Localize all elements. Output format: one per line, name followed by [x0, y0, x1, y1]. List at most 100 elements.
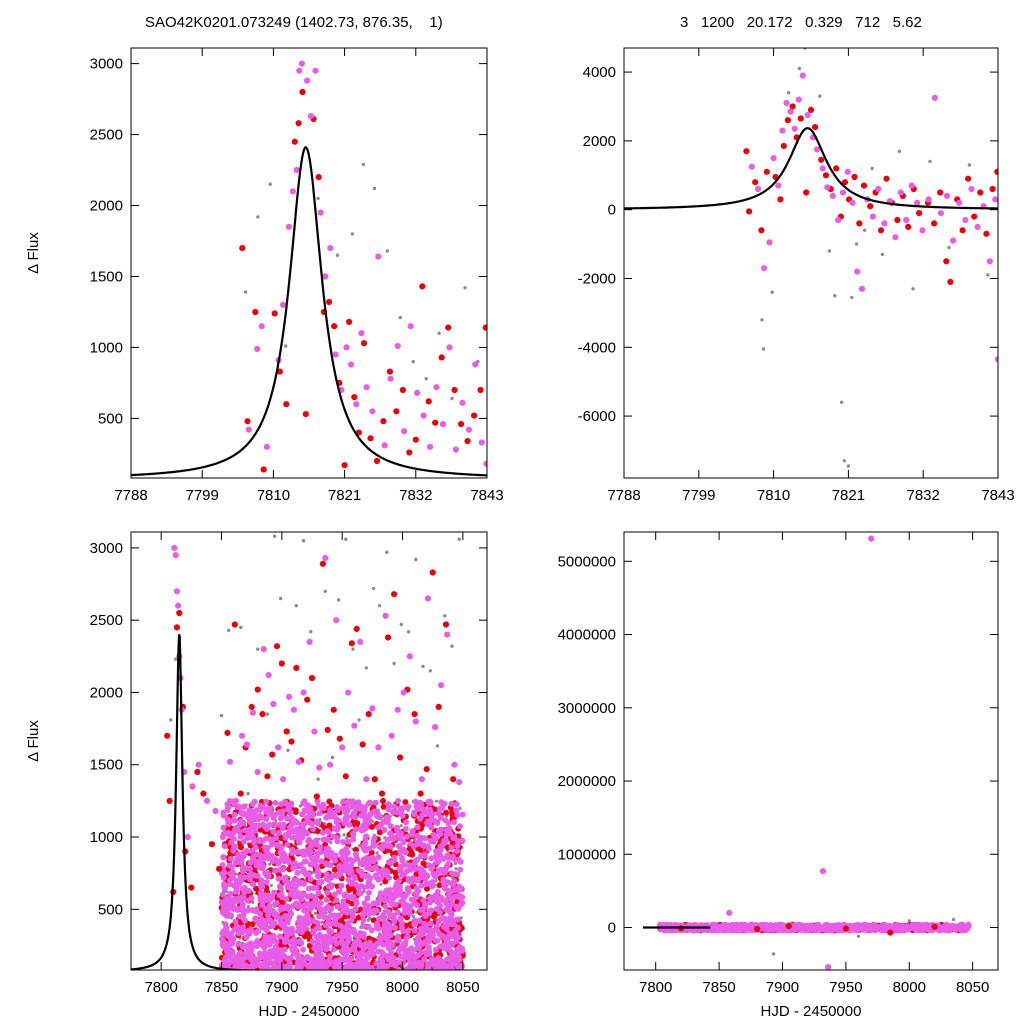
data-point-magenta: [454, 842, 461, 849]
data-point-magenta: [286, 906, 293, 913]
figure-header-right: 3 1200 20.172 0.329 712 5.62: [680, 14, 922, 31]
data-point-magenta: [425, 944, 432, 951]
data-point-magenta: [276, 883, 283, 890]
data-point-magenta: [262, 892, 269, 899]
data-point-magenta: [353, 854, 360, 861]
data-point-magenta: [366, 799, 373, 806]
data-point-magenta: [892, 234, 899, 241]
data-point-gray: [265, 712, 270, 716]
y-tick-label: 2000000: [558, 773, 616, 790]
data-point-magenta: [437, 831, 444, 837]
data-point-magenta: [986, 258, 993, 265]
data-point-magenta: [433, 896, 440, 903]
data-point-magenta: [368, 927, 375, 934]
data-point-magenta: [228, 864, 235, 871]
data-point-magenta: [331, 891, 338, 898]
data-point-magenta: [962, 216, 969, 224]
data-point-magenta: [237, 878, 244, 885]
data-point-magenta: [375, 253, 382, 260]
data-point-magenta: [387, 887, 393, 893]
data-point-magenta: [274, 955, 281, 962]
data-point-red: [259, 711, 266, 718]
data-point-gray: [323, 589, 327, 593]
data-point-red: [319, 560, 326, 567]
data-point-magenta: [240, 838, 247, 845]
data-point-magenta: [235, 930, 242, 937]
data-point-red: [254, 686, 261, 693]
data-point-magenta: [337, 956, 344, 963]
data-point-magenta: [333, 912, 339, 919]
data-point-magenta: [268, 960, 275, 966]
data-point-magenta: [387, 375, 394, 382]
data-point-magenta: [375, 854, 382, 861]
data-point-magenta: [445, 892, 452, 899]
data-point-magenta: [402, 940, 409, 947]
data-point-magenta: [375, 744, 382, 751]
data-point-magenta: [248, 871, 255, 877]
data-point-gray: [385, 550, 389, 554]
data-point-red: [365, 711, 372, 718]
data-point-magenta: [428, 824, 435, 831]
data-point-magenta: [472, 361, 479, 368]
data-point-magenta: [249, 709, 256, 716]
data-point-magenta: [420, 412, 427, 419]
data-point-red: [293, 664, 300, 672]
data-point-magenta: [408, 963, 415, 970]
data-point-magenta: [264, 962, 271, 969]
data-point-magenta: [444, 966, 451, 970]
y-tick-label: 5000000: [558, 553, 616, 570]
y-tick-label: 2000: [90, 198, 123, 215]
data-point-magenta: [317, 933, 324, 940]
data-point-magenta: [305, 802, 312, 809]
data-point-magenta: [407, 862, 413, 869]
data-point-red: [237, 790, 244, 797]
data-point-magenta: [238, 809, 245, 816]
data-point-magenta: [371, 835, 378, 842]
x-tick-label: 7900: [265, 979, 298, 996]
data-point-magenta: [265, 912, 272, 919]
data-point-magenta: [437, 866, 444, 873]
data-point-magenta: [948, 925, 955, 932]
data-point-red: [887, 929, 894, 936]
x-tick-label: 7843: [470, 487, 503, 504]
y-axis-label: Δ Flux: [25, 232, 42, 274]
data-point-magenta: [222, 884, 229, 891]
data-point-magenta: [350, 962, 357, 969]
data-point-gray: [371, 586, 376, 591]
data-point-magenta: [433, 848, 439, 855]
data-point-red: [330, 706, 337, 713]
data-point-magenta: [341, 820, 348, 827]
data-point-red: [224, 729, 231, 737]
data-point-magenta: [408, 954, 415, 961]
data-point-magenta: [256, 950, 263, 957]
data-point-magenta: [304, 77, 311, 84]
data-point-red: [989, 185, 996, 193]
data-point-magenta: [342, 851, 349, 857]
data-point-magenta: [711, 926, 718, 933]
data-point-gray: [818, 94, 822, 98]
data-point-magenta: [432, 873, 439, 880]
data-point-magenta: [412, 798, 419, 805]
data-point-magenta: [231, 843, 238, 850]
data-point-red: [378, 790, 386, 797]
data-point-magenta: [333, 617, 340, 624]
data-point-magenta: [332, 852, 339, 859]
data-point-red: [313, 793, 320, 800]
data-point-magenta: [304, 912, 311, 919]
data-point-magenta: [334, 804, 341, 810]
data-point-magenta: [376, 962, 383, 969]
data-point-magenta: [395, 798, 402, 804]
y-tick-label: 1000: [90, 339, 123, 356]
data-point-magenta: [418, 882, 425, 889]
data-point-magenta: [392, 889, 399, 896]
data-point-magenta: [395, 966, 402, 970]
data-point-magenta: [358, 330, 365, 337]
data-point-magenta: [266, 902, 273, 909]
data-point-magenta: [361, 813, 368, 819]
data-point-magenta: [429, 934, 436, 941]
data-point-gray: [377, 604, 382, 608]
data-point-magenta: [283, 896, 290, 903]
data-point-magenta: [443, 864, 450, 871]
data-point-red: [166, 797, 173, 805]
data-point-magenta: [435, 810, 442, 817]
